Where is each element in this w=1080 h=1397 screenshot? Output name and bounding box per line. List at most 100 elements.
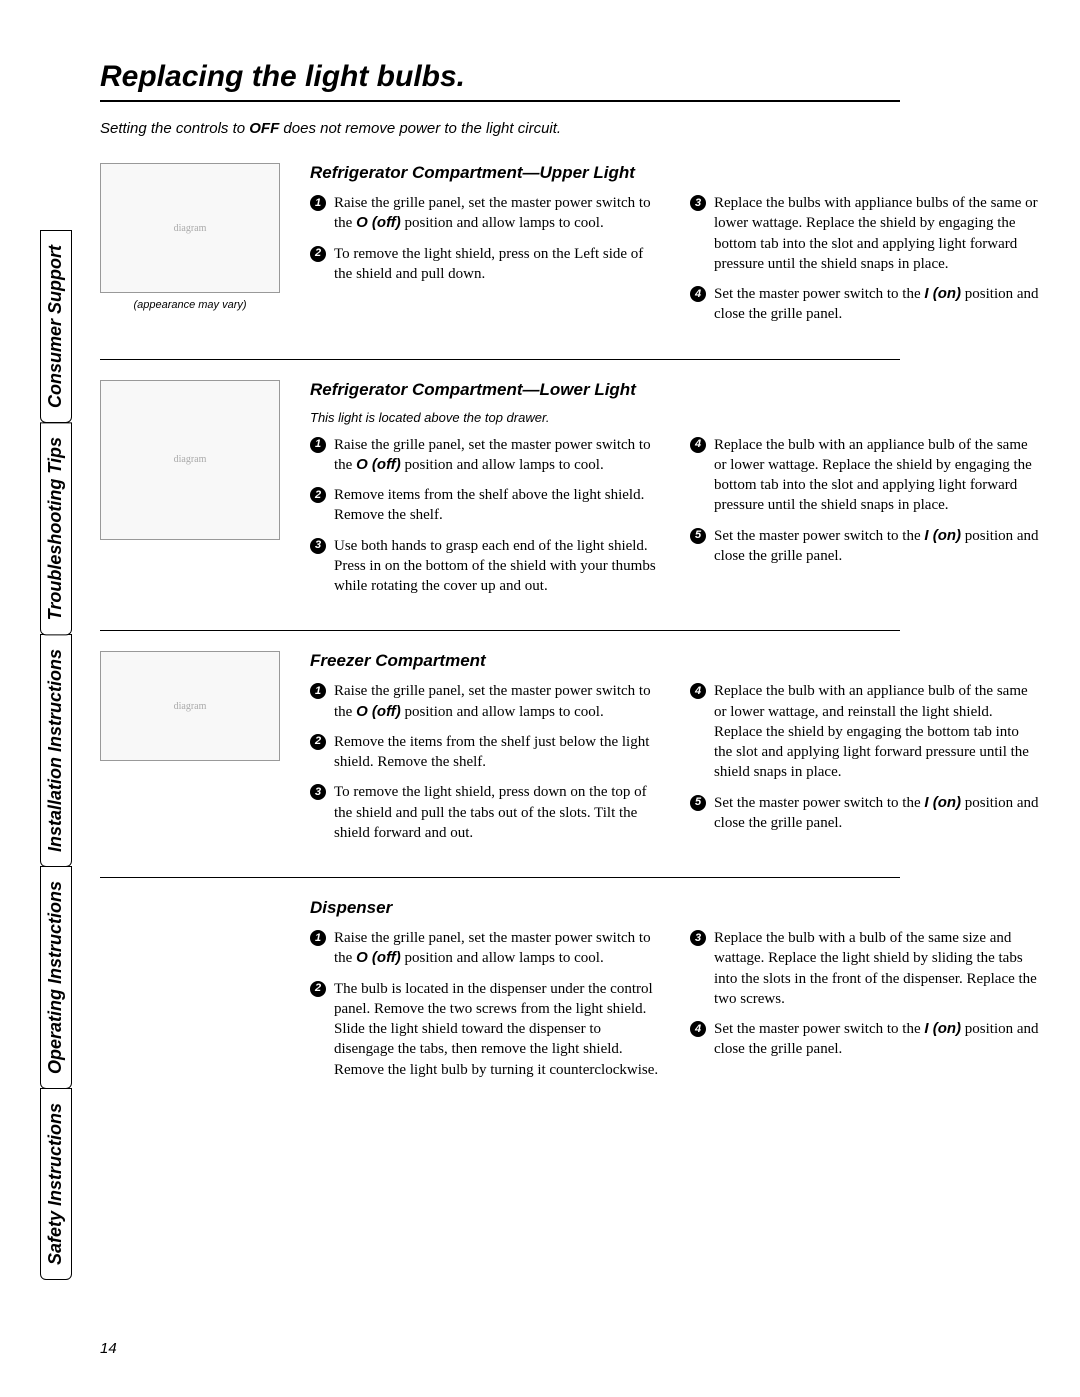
step: 2 To remove the light shield, press on th… bbox=[310, 244, 660, 285]
image-caption: (appearance may vary) bbox=[100, 299, 280, 311]
warning-post: does not remove power to the light circu… bbox=[279, 120, 561, 137]
step: 1Raise the grille panel, set the master … bbox=[310, 928, 660, 969]
step-text: Replace the bulbs with appliance bulbs o… bbox=[714, 193, 1040, 274]
section-image-col: diagram (appearance may vary) bbox=[100, 163, 280, 335]
section-image-col: diagram bbox=[100, 651, 280, 853]
step: 3 Replace the bulbs with appliance bulbs … bbox=[690, 193, 1040, 274]
left-col: 1 Raise the grille panel, set the master … bbox=[310, 193, 660, 335]
step: 5 Set the master power switch to the I (o… bbox=[690, 526, 1040, 567]
step-number: 2 bbox=[310, 981, 326, 997]
section-heading: Refrigerator Compartment—Lower Light bbox=[310, 380, 1040, 400]
section-heading: Refrigerator Compartment—Upper Light bbox=[310, 163, 1040, 183]
warning-off: OFF bbox=[249, 120, 279, 137]
step-text: Remove items from the shelf above the li… bbox=[334, 485, 660, 526]
power-warning: Setting the controls to OFF does not rem… bbox=[100, 120, 1040, 137]
step-number: 4 bbox=[690, 286, 706, 302]
step: 2 The bulb is located in the dispenser un… bbox=[310, 979, 660, 1080]
step: 4 Replace the bulb with an appliance bulb… bbox=[690, 435, 1040, 516]
step: 2 Remove the items from the shelf just be… bbox=[310, 732, 660, 773]
step-number: 3 bbox=[310, 538, 326, 554]
step-number: 2 bbox=[310, 246, 326, 262]
step: 4 Replace the bulb with an appliance bulb… bbox=[690, 681, 1040, 782]
diagram-placeholder: diagram bbox=[100, 163, 280, 293]
left-col: 1Raise the grille panel, set the master … bbox=[310, 928, 660, 1090]
step-text: Set the master power switch to the I (on… bbox=[714, 793, 1040, 834]
page-number: 14 bbox=[100, 1340, 117, 1357]
step: 3 To remove the light shield, press down … bbox=[310, 782, 660, 843]
right-col: 3 Replace the bulb with a bulb of the sam… bbox=[690, 928, 1040, 1090]
warning-pre: Setting the controls to bbox=[100, 120, 249, 137]
section-divider bbox=[100, 630, 900, 631]
tab-operating[interactable]: Operating Instructions bbox=[40, 866, 72, 1089]
step: 1 Raise the grille panel, set the master … bbox=[310, 435, 660, 476]
step: 4 Set the master power switch to the I (o… bbox=[690, 1019, 1040, 1060]
step-text: Replace the bulb with an appliance bulb … bbox=[714, 435, 1040, 516]
step-text: Raise the grille panel, set the master p… bbox=[334, 681, 660, 722]
step-text: Replace the bulb with a bulb of the same… bbox=[714, 928, 1040, 1009]
step-columns: 1 Raise the grille panel, set the master … bbox=[310, 681, 1040, 853]
step-number: 1 bbox=[310, 195, 326, 211]
step-text: Remove the items from the shelf just bel… bbox=[334, 732, 660, 773]
step-text: To remove the light shield, press on the… bbox=[334, 244, 660, 285]
step-number: 3 bbox=[690, 195, 706, 211]
step: 2 Remove items from the shelf above the l… bbox=[310, 485, 660, 526]
step-text: Set the master power switch to the I (on… bbox=[714, 1019, 1040, 1060]
step: 3 Use both hands to grasp each end of the… bbox=[310, 536, 660, 597]
step-columns: 1 Raise the grille panel, set the master … bbox=[310, 193, 1040, 335]
step-text: Raise the grille panel, set the master p… bbox=[334, 193, 660, 234]
step-number: 5 bbox=[690, 795, 706, 811]
section: diagram (appearance may vary) Refrigerator… bbox=[100, 163, 1040, 335]
right-col: 3 Replace the bulbs with appliance bulbs … bbox=[690, 193, 1040, 335]
page-title: Replacing the light bulbs. bbox=[100, 60, 900, 102]
section: Dispenser 1Raise the grille panel, set th… bbox=[100, 898, 1040, 1090]
right-col: 4 Replace the bulb with an appliance bulb… bbox=[690, 435, 1040, 607]
step-text: The bulb is located in the dispenser und… bbox=[334, 979, 660, 1080]
section: diagramRefrigerator Compartment—Lower Li… bbox=[100, 380, 1040, 607]
step-text: Set the master power switch to the I (on… bbox=[714, 526, 1040, 567]
step: 3 Replace the bulb with a bulb of the sam… bbox=[690, 928, 1040, 1009]
step: 5 Set the master power switch to the I (o… bbox=[690, 793, 1040, 834]
right-col: 4 Replace the bulb with an appliance bulb… bbox=[690, 681, 1040, 853]
step-number: 3 bbox=[310, 784, 326, 800]
step-number: 1 bbox=[310, 930, 326, 946]
step: 1 Raise the grille panel, set the master … bbox=[310, 193, 660, 234]
step-number: 4 bbox=[690, 437, 706, 453]
section-body: Dispenser 1Raise the grille panel, set th… bbox=[310, 898, 1040, 1090]
section-divider bbox=[100, 359, 900, 360]
step-number: 4 bbox=[690, 683, 706, 699]
page-content: Replacing the light bulbs. Setting the c… bbox=[100, 60, 1040, 1114]
step-number: 5 bbox=[690, 528, 706, 544]
section-image-col: diagram bbox=[100, 380, 280, 607]
section-note: This light is located above the top draw… bbox=[310, 410, 1040, 425]
section-heading: Dispenser bbox=[310, 898, 1040, 918]
step-number: 2 bbox=[310, 487, 326, 503]
diagram-placeholder: diagram bbox=[100, 380, 280, 540]
diagram-placeholder: diagram bbox=[100, 651, 280, 761]
step-number: 4 bbox=[690, 1021, 706, 1037]
step-number: 1 bbox=[310, 437, 326, 453]
section-body: Freezer Compartment 1 Raise the grille pan… bbox=[310, 651, 1040, 853]
left-col: 1 Raise the grille panel, set the master … bbox=[310, 435, 660, 607]
side-nav-tabs: Safety Instructions Operating Instructio… bbox=[40, 60, 72, 1280]
step-text: Raise the grille panel, set the master p… bbox=[334, 435, 660, 476]
tab-safety[interactable]: Safety Instructions bbox=[40, 1088, 72, 1280]
tab-troubleshooting[interactable]: Troubleshooting Tips bbox=[40, 422, 72, 635]
step: 4Set the master power switch to the I (o… bbox=[690, 284, 1040, 325]
step: 1 Raise the grille panel, set the master … bbox=[310, 681, 660, 722]
section-divider bbox=[100, 877, 900, 878]
step-text: To remove the light shield, press down o… bbox=[334, 782, 660, 843]
left-col: 1 Raise the grille panel, set the master … bbox=[310, 681, 660, 853]
step-number: 2 bbox=[310, 734, 326, 750]
section-body: Refrigerator Compartment—Upper Light 1 Rai… bbox=[310, 163, 1040, 335]
tab-consumer-support[interactable]: Consumer Support bbox=[40, 230, 72, 423]
step-text: Replace the bulb with an appliance bulb … bbox=[714, 681, 1040, 782]
step-number: 3 bbox=[690, 930, 706, 946]
section-heading: Freezer Compartment bbox=[310, 651, 1040, 671]
section-body: Refrigerator Compartment—Lower Light This… bbox=[310, 380, 1040, 607]
step-columns: 1Raise the grille panel, set the master … bbox=[310, 928, 1040, 1090]
step-text: Use both hands to grasp each end of the … bbox=[334, 536, 660, 597]
step-columns: 1 Raise the grille panel, set the master … bbox=[310, 435, 1040, 607]
tab-installation[interactable]: Installation Instructions bbox=[40, 634, 72, 867]
section-image-col bbox=[100, 898, 280, 1090]
step-number: 1 bbox=[310, 683, 326, 699]
